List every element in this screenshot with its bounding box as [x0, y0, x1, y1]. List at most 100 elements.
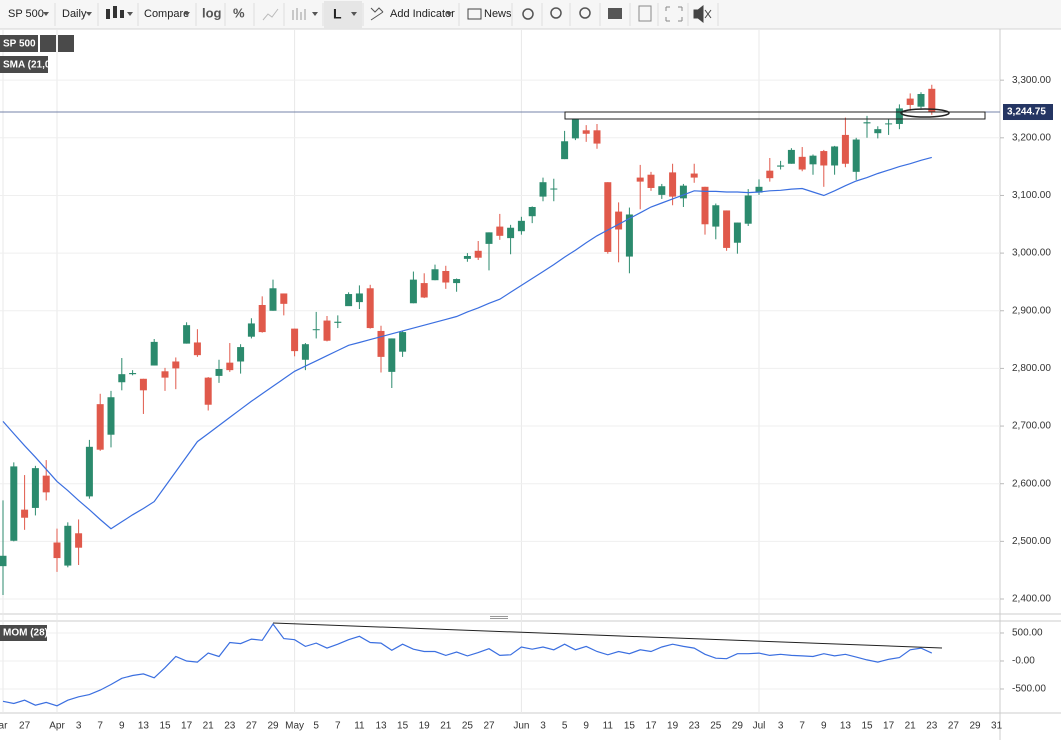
- momentum-line: [2, 622, 933, 707]
- news-button[interactable]: News: [484, 8, 512, 20]
- log-button[interactable]: log: [202, 5, 222, 20]
- candle-body: [755, 186, 763, 193]
- candle-body: [593, 130, 601, 144]
- candle-body: [0, 555, 7, 567]
- x-tick-label: 23: [224, 721, 236, 732]
- x-tick-label: 17: [883, 721, 895, 732]
- refresh-legend-icon[interactable]: [40, 35, 56, 52]
- x-tick-label: 11: [354, 721, 365, 732]
- candle-body: [291, 328, 299, 352]
- x-tick-label: 15: [397, 721, 409, 732]
- caret: [446, 12, 452, 16]
- y-tick-label: 3,300.00: [1012, 75, 1051, 86]
- x-tick-label: Apr: [49, 721, 65, 732]
- toolbar-items: SP 500 Daily Compare log % L Add Indicat…: [8, 1, 719, 28]
- x-tick-label: 25: [710, 721, 722, 732]
- candle-body: [118, 374, 126, 383]
- x-tick-label: 27: [948, 721, 960, 732]
- annotation-ellipse: [900, 108, 950, 118]
- candle-body: [658, 186, 666, 195]
- candle-body: [139, 378, 147, 391]
- candle-type-button[interactable]: [106, 6, 133, 19]
- x-tick-label: 23: [689, 721, 701, 732]
- candle-body: [701, 186, 709, 225]
- x-tick-label: ar: [0, 721, 8, 732]
- resize-handle[interactable]: [490, 616, 508, 619]
- indicator-icon: [370, 7, 384, 21]
- candle-body: [917, 93, 925, 107]
- candle-body: [96, 404, 104, 450]
- sma-line: [2, 156, 932, 530]
- sma-legend[interactable]: SMA (21,0): [3, 60, 54, 71]
- x-tick-label: 3: [540, 721, 546, 732]
- caret: [184, 12, 190, 16]
- zoom-out-button[interactable]: [579, 7, 591, 19]
- candle-body: [571, 119, 579, 139]
- candle-body: [431, 269, 439, 281]
- x-tick-label: May: [285, 721, 304, 732]
- x-tick-label: 15: [624, 721, 636, 732]
- x-tick-label: 9: [119, 721, 125, 732]
- settings-legend-icon[interactable]: [58, 35, 74, 52]
- candle-body: [409, 279, 417, 304]
- percent-button[interactable]: %: [233, 5, 245, 20]
- y-tick-label: 2,500.00: [1012, 536, 1051, 547]
- add-indicator-button[interactable]: Add Indicator: [390, 8, 455, 20]
- x-tick-label: 21: [203, 721, 215, 732]
- x-tick-label: 21: [440, 721, 452, 732]
- fullscreen-button[interactable]: [665, 6, 683, 22]
- mom-legend-box: [0, 625, 47, 641]
- candle-body: [280, 293, 288, 304]
- candle-body: [906, 98, 914, 105]
- y-tick-label: 3,000.00: [1012, 248, 1051, 259]
- bars-icon[interactable]: [292, 8, 318, 20]
- interval-select[interactable]: Daily: [62, 8, 87, 20]
- x-tick-label: 13: [138, 721, 150, 732]
- last-price-box: [1003, 104, 1053, 121]
- candle-body: [247, 323, 255, 337]
- candle-body: [215, 368, 223, 376]
- candle-body: [831, 146, 839, 166]
- candle-body: [636, 177, 644, 182]
- candle-body: [647, 174, 655, 188]
- candle-body: [852, 139, 860, 172]
- candle-body: [669, 172, 677, 197]
- annotation-trendline: [272, 622, 943, 649]
- symbol-select[interactable]: SP 500: [8, 8, 44, 20]
- y-tick-label: 2,800.00: [1012, 363, 1051, 374]
- line-style-button[interactable]: L: [333, 6, 342, 22]
- zoom-in-button[interactable]: [550, 7, 562, 19]
- candle-body: [582, 130, 590, 134]
- symbol-legend-box: [0, 35, 38, 52]
- line-icon[interactable]: [262, 8, 279, 21]
- compare-button[interactable]: Compare: [144, 8, 189, 20]
- candle-body: [874, 129, 882, 134]
- mute-button[interactable]: [693, 4, 712, 24]
- candle-body: [107, 397, 115, 435]
- refresh-button[interactable]: [522, 8, 534, 20]
- x-tick-label: 13: [375, 721, 387, 732]
- symbol-legend: SP 500: [3, 39, 36, 50]
- candle-body: [301, 344, 309, 360]
- png-button[interactable]: [638, 5, 652, 22]
- candle-body: [161, 371, 169, 378]
- candle-body: [129, 373, 137, 375]
- x-tick-label: 29: [732, 721, 744, 732]
- news-icon: [467, 8, 482, 20]
- y-tick-label: 3,100.00: [1012, 190, 1051, 201]
- print-button[interactable]: [608, 8, 622, 19]
- x-tick-label: 31: [991, 721, 1003, 732]
- candle-body: [485, 232, 493, 244]
- candle-body: [744, 195, 752, 224]
- candle-body: [496, 226, 504, 236]
- candle-body: [64, 525, 72, 566]
- candle-body: [10, 466, 18, 541]
- mom-legend[interactable]: MOM (28): [3, 628, 48, 639]
- x-tick-label: 9: [583, 721, 589, 732]
- candle-body: [561, 141, 569, 160]
- candle-body: [420, 283, 428, 298]
- candle-body: [507, 227, 515, 239]
- last-price-label: 3,244.75: [1007, 107, 1046, 118]
- candle-body: [679, 185, 687, 199]
